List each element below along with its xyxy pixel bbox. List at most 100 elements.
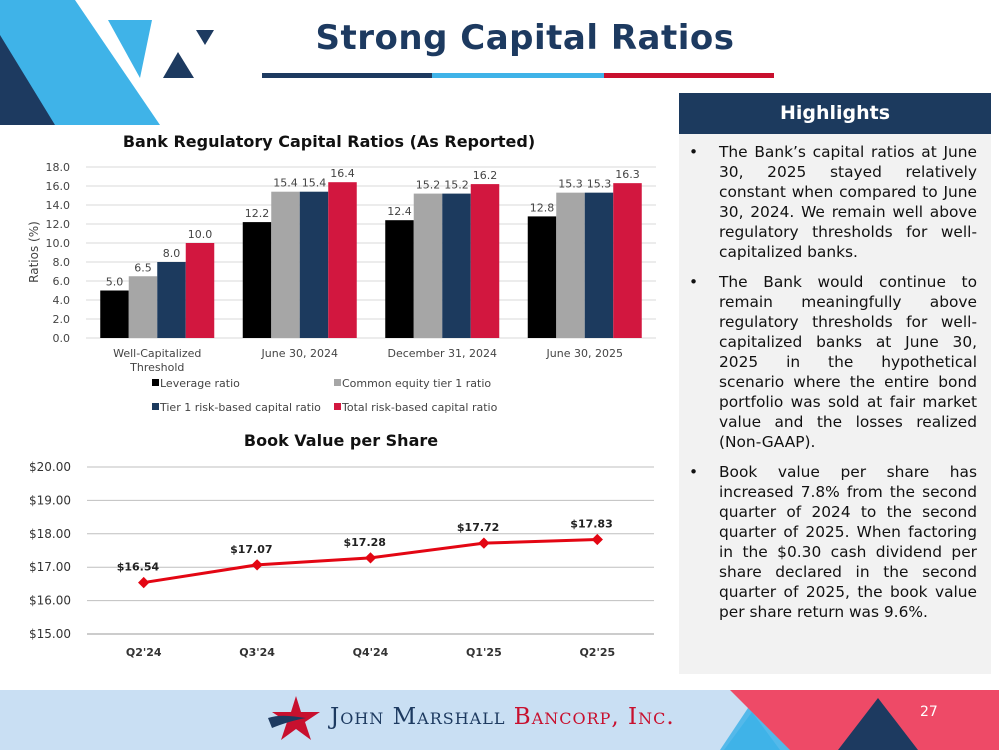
bar-y-tick-label: 0.0 xyxy=(53,332,71,345)
line-chart-title: Book Value per Share xyxy=(244,431,438,450)
bar-value-label: 15.2 xyxy=(444,179,469,192)
legend-label: Common equity tier 1 ratio xyxy=(342,377,491,390)
highlight-item: • Book value per share has increased 7.8%… xyxy=(689,462,977,622)
line-value-label: $17.07 xyxy=(230,543,272,556)
line-y-tick-label: $17.00 xyxy=(29,560,71,574)
bar-value-label: 12.8 xyxy=(530,201,555,214)
bar xyxy=(157,262,186,338)
bar-value-label: 16.3 xyxy=(615,168,640,181)
highlight-text: The Bank’s capital ratios at June 30, 20… xyxy=(719,143,977,261)
bar-x-tick-label: June 30, 2024 xyxy=(261,347,338,360)
bar xyxy=(442,193,471,338)
bar xyxy=(613,183,642,338)
bar-x-tick-label: Well-Capitalized xyxy=(113,347,201,360)
legend-swatch xyxy=(152,403,159,410)
bar xyxy=(242,222,272,338)
bar-value-label: 10.0 xyxy=(188,228,213,241)
highlights-list: • The Bank’s capital ratios at June 30, 2… xyxy=(679,134,991,622)
line-y-tick-label: $19.00 xyxy=(29,493,71,507)
bar xyxy=(128,276,158,338)
highlights-panel: • The Bank’s capital ratios at June 30, 2… xyxy=(679,134,991,674)
highlight-text: The Bank would continue to remain meanin… xyxy=(719,273,977,451)
bar-value-label: 15.3 xyxy=(558,178,583,191)
bar-y-tick-label: 8.0 xyxy=(53,256,71,269)
title-underline-red xyxy=(604,73,774,78)
line-value-label: $17.28 xyxy=(344,536,386,549)
highlights-heading: Highlights xyxy=(679,93,991,134)
line-x-tick-label: Q2'25 xyxy=(579,646,615,659)
bar-x-tick-label: December 31, 2024 xyxy=(387,347,497,360)
line-point xyxy=(251,559,263,571)
bullet-icon: • xyxy=(689,463,699,481)
line-y-tick-label: $15.00 xyxy=(29,627,71,641)
footer-decoration xyxy=(720,690,999,750)
page-title: Strong Capital Ratios xyxy=(315,18,735,58)
line-value-label: $17.83 xyxy=(570,517,612,530)
company-name-accent: Bancorp, Inc. xyxy=(513,704,675,730)
line-point xyxy=(138,576,150,589)
charts-area: Bank Regulatory Capital Ratios (As Repor… xyxy=(27,132,656,659)
bar-y-tick-label: 4.0 xyxy=(53,294,71,307)
bar xyxy=(100,290,129,338)
footer-triangle-dark xyxy=(838,698,918,750)
legend-swatch xyxy=(152,379,159,386)
corner-decoration xyxy=(0,0,214,125)
book-value-line-chart: Book Value per Share $15.00 $16.00 $17.00 $1… xyxy=(29,431,654,659)
bar xyxy=(328,182,357,338)
bar-value-label: 16.4 xyxy=(330,167,355,180)
line-point xyxy=(364,552,377,564)
bar xyxy=(185,243,215,338)
bullet-icon: • xyxy=(689,273,699,291)
bar-y-tick-label: 16.0 xyxy=(46,180,71,193)
bar-x-tick-label: June 30, 2025 xyxy=(546,347,623,360)
bar-value-label: 15.4 xyxy=(302,177,327,190)
line-y-tick-label: $16.00 xyxy=(29,594,71,608)
bar xyxy=(527,216,557,338)
bar xyxy=(413,193,443,338)
bar xyxy=(299,191,329,338)
line-x-tick-label: Q2'24 xyxy=(126,646,162,659)
legend-label: Tier 1 risk-based capital ratio xyxy=(159,401,321,414)
line-x-tick-label: Q3'24 xyxy=(239,646,275,659)
legend-label: Total risk-based capital ratio xyxy=(341,401,498,414)
title-underline xyxy=(262,73,774,78)
corner-triangle-dark xyxy=(0,35,55,125)
bar-y-tick-label: 6.0 xyxy=(53,275,71,288)
company-name-main: John Marshall xyxy=(330,704,506,730)
line-value-label: $17.72 xyxy=(457,521,499,534)
bar-y-axis-label: Ratios (%) xyxy=(27,221,41,283)
bar xyxy=(470,184,500,338)
bar-y-tick-label: 2.0 xyxy=(53,313,71,326)
capital-ratios-bar-chart: Bank Regulatory Capital Ratios (As Repor… xyxy=(27,132,656,414)
bar-value-label: 15.4 xyxy=(273,177,298,190)
bar xyxy=(271,191,300,338)
logo-arrow-light xyxy=(108,20,152,78)
legend-swatch xyxy=(334,403,341,410)
line-y-tick-label: $20.00 xyxy=(29,460,71,474)
bar-value-label: 8.0 xyxy=(163,247,181,260)
bar-value-label: 5.0 xyxy=(106,276,124,289)
title-underline-blue xyxy=(432,73,604,78)
page-number: 27 xyxy=(920,704,938,720)
bar-y-tick-label: 18.0 xyxy=(46,161,71,174)
highlight-text: Book value per share has increased 7.8% … xyxy=(719,463,977,621)
highlight-item: • The Bank would continue to remain meani… xyxy=(689,272,977,452)
line-x-tick-label: Q1'25 xyxy=(466,646,502,659)
logo-arrow-dark-tip xyxy=(196,30,214,45)
company-name: John Marshall Bancorp, Inc. xyxy=(330,704,675,730)
bullet-icon: • xyxy=(689,143,699,161)
line-point xyxy=(478,537,490,549)
line-x-tick-label: Q4'24 xyxy=(353,646,389,659)
star-logo-icon xyxy=(268,696,320,740)
bar-value-label: 12.4 xyxy=(387,205,412,218)
highlight-item: • The Bank’s capital ratios at June 30, 2… xyxy=(689,142,977,262)
bar-value-label: 12.2 xyxy=(245,207,270,220)
line-y-tick-label: $18.00 xyxy=(29,527,71,541)
bar-value-label: 15.2 xyxy=(416,179,441,192)
legend-swatch xyxy=(334,379,341,386)
corner-triangle-light xyxy=(0,0,160,125)
bar-value-label: 15.3 xyxy=(587,178,612,191)
line-point xyxy=(591,533,603,546)
bar-y-tick-label: 14.0 xyxy=(46,199,71,212)
bar-y-tick-label: 10.0 xyxy=(46,237,71,250)
